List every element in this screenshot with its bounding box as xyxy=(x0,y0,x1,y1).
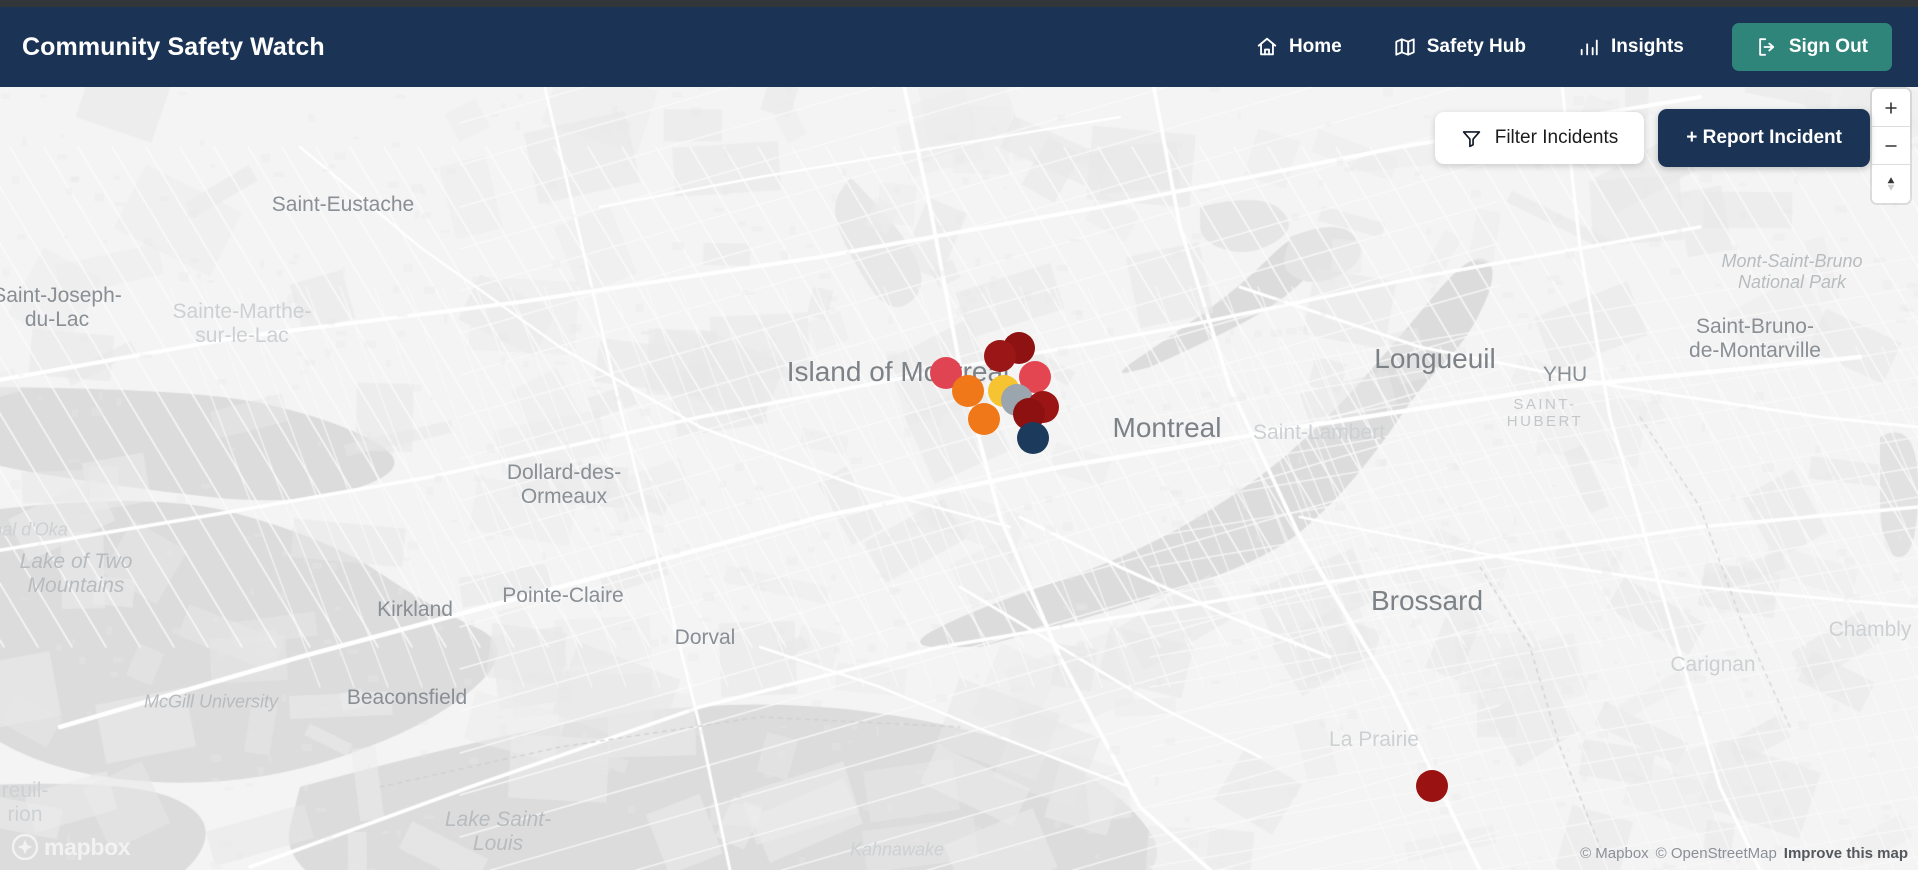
nav-item-home[interactable]: Home xyxy=(1230,26,1368,68)
bar-chart-icon xyxy=(1578,36,1600,58)
zoom-out-button[interactable] xyxy=(1872,127,1910,165)
filter-incidents-label: Filter Incidents xyxy=(1494,127,1619,148)
home-icon xyxy=(1256,36,1278,58)
sign-out-label: Sign Out xyxy=(1788,36,1868,57)
nav-label-insights: Insights xyxy=(1611,36,1684,57)
map-navigation-control xyxy=(1872,89,1910,203)
incident-marker[interactable] xyxy=(952,375,984,407)
incident-map[interactable]: Saint-Eustache Saint-Joseph-du-Lac Sainte-… xyxy=(0,87,1918,870)
compass-button[interactable] xyxy=(1872,165,1910,203)
report-incident-button[interactable]: + Report Incident xyxy=(1658,109,1870,167)
mapbox-mark-icon xyxy=(12,834,38,860)
plus-icon xyxy=(1885,102,1897,113)
top-chrome-strip xyxy=(0,0,1918,7)
zoom-in-button[interactable] xyxy=(1872,89,1910,127)
funnel-icon xyxy=(1461,128,1482,149)
incident-marker[interactable] xyxy=(968,403,1000,435)
incident-marker[interactable] xyxy=(984,340,1016,372)
filter-incidents-button[interactable]: Filter Incidents xyxy=(1434,112,1645,164)
nav-item-safety-hub[interactable]: Safety Hub xyxy=(1368,26,1552,68)
main-navigation: Home Safety Hub Insigh xyxy=(1230,23,1892,71)
map-attribution: © Mapbox © OpenStreetMap Improve this ma… xyxy=(1580,845,1908,862)
attrib-openstreetmap[interactable]: © OpenStreetMap xyxy=(1655,845,1777,862)
page-title: Community Safety Watch xyxy=(22,32,325,61)
map-basemap-tiles xyxy=(0,87,1918,870)
incident-marker[interactable] xyxy=(1017,422,1049,454)
map-action-bar: Filter Incidents + Report Incident xyxy=(1434,109,1870,167)
compass-icon xyxy=(1887,177,1895,191)
incident-marker[interactable] xyxy=(1416,770,1448,802)
nav-label-home: Home xyxy=(1288,36,1342,57)
app-header: Community Safety Watch Home xyxy=(0,7,1918,87)
attrib-mapbox[interactable]: © Mapbox xyxy=(1580,845,1649,862)
mapbox-logo[interactable]: mapbox xyxy=(12,833,131,860)
attrib-improve-this-map[interactable]: Improve this map xyxy=(1783,845,1908,862)
mapbox-wordmark: mapbox xyxy=(44,833,131,860)
map-icon xyxy=(1394,36,1416,58)
nav-item-insights[interactable]: Insights xyxy=(1552,26,1710,68)
logout-icon xyxy=(1756,36,1778,58)
nav-label-safety-hub: Safety Hub xyxy=(1426,36,1526,57)
minus-icon xyxy=(1885,144,1897,147)
sign-out-button[interactable]: Sign Out xyxy=(1731,23,1892,71)
